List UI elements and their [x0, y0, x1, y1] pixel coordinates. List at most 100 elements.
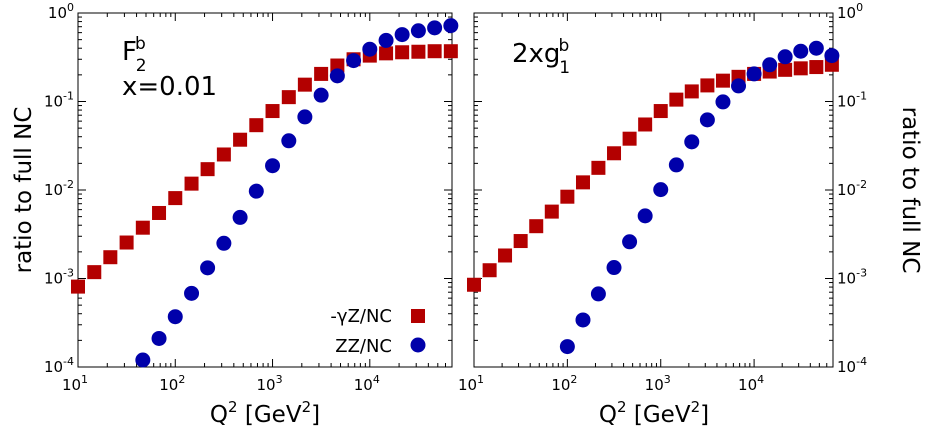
y-tick-label: 10-1	[837, 90, 867, 111]
x-tick-label: 104	[738, 373, 764, 394]
legend-label-zz: ZZ/NC	[335, 336, 392, 357]
data-point-zz	[167, 309, 183, 325]
data-point-gammaz	[498, 248, 513, 263]
data-point-gammaz	[71, 279, 85, 294]
data-point-zz	[248, 183, 264, 199]
data-point-gammaz	[233, 132, 248, 147]
data-point-gammaz	[216, 147, 231, 162]
data-point-zz	[265, 158, 281, 174]
panel-g1: 101 102 103 104 10-4 10-3 10-2 10-1 100 2xgb 1 ra…	[458, 1, 923, 428]
y-tick-label: 10-1	[44, 90, 74, 111]
x-axis-title-left: Q2 [GeV2]	[210, 398, 320, 428]
data-point-zz	[394, 27, 410, 43]
data-point-gammaz	[575, 175, 590, 190]
y-tick-label: 10-2	[837, 178, 867, 199]
x-axis-title-right: Q2 [GeV2]	[599, 398, 709, 428]
panel-label-2xg1: 2xgb 1	[512, 36, 570, 78]
ticks-right-panel: 101 102 103 104 10-4 10-3 10-2 10-1 100	[458, 1, 867, 394]
data-point-gammaz	[544, 204, 559, 219]
data-point-zz	[824, 48, 840, 64]
data-point-gammaz	[200, 162, 215, 177]
data-point-zz	[135, 352, 151, 368]
data-point-zz	[216, 235, 232, 251]
data-point-zz	[637, 208, 653, 224]
data-point-zz	[184, 285, 200, 301]
x-tick-label: 101	[458, 373, 484, 394]
panel-sublabel-x: x=0.01	[122, 72, 217, 102]
panel-label-f2: Fb 2	[122, 34, 147, 76]
data-point-zz	[777, 49, 793, 65]
data-point-zz	[232, 209, 248, 225]
y-tick-label: 100	[837, 1, 863, 22]
data-point-zz	[715, 94, 731, 110]
legend-label-gammaz: -γZ/NC	[330, 306, 392, 327]
y-tick-label: 10-3	[837, 267, 867, 288]
data-point-gammaz	[591, 160, 606, 175]
y-tick-label: 10-4	[44, 355, 74, 376]
data-point-gammaz	[395, 45, 410, 60]
data-point-gammaz	[87, 265, 102, 280]
x-tick-label: 103	[645, 373, 671, 394]
data-point-zz	[297, 109, 313, 125]
data-point-gammaz	[265, 104, 280, 119]
data-point-gammaz	[778, 62, 793, 77]
data-point-gammaz	[809, 60, 824, 75]
x-tick-label: 102	[159, 373, 185, 394]
data-point-zz	[313, 87, 329, 103]
y-axis-title-right: ratio to full NC	[897, 107, 923, 274]
data-point-zz	[668, 157, 684, 173]
data-point-gammaz	[314, 66, 329, 81]
data-point-gammaz	[684, 84, 699, 99]
data-point-gammaz	[135, 220, 150, 235]
data-point-gammaz	[715, 73, 730, 88]
data-point-zz	[281, 133, 297, 149]
series-layer-left	[71, 18, 459, 368]
data-point-gammaz	[184, 176, 199, 191]
data-point-gammaz	[379, 46, 394, 61]
y-tick-label: 10-2	[44, 178, 74, 199]
data-point-gammaz	[653, 104, 668, 119]
data-point-zz	[699, 112, 715, 128]
panel-f2: 101 102 103 104 10-4 10-3 10-2 10-1 100 Fb 2 x=0.…	[11, 1, 459, 428]
data-point-zz	[762, 57, 778, 73]
data-point-gammaz	[152, 205, 167, 220]
x-tick-label: 104	[354, 373, 380, 394]
data-point-gammaz	[467, 277, 481, 292]
data-point-zz	[653, 182, 669, 198]
legend-marker-circle	[410, 337, 426, 353]
data-point-gammaz	[793, 61, 808, 76]
data-point-zz	[622, 234, 638, 250]
data-point-gammaz	[119, 235, 134, 250]
data-point-gammaz	[168, 191, 183, 206]
data-point-gammaz	[443, 44, 458, 59]
data-point-gammaz	[249, 118, 264, 133]
data-point-zz	[427, 20, 443, 36]
data-point-zz	[200, 260, 216, 276]
data-point-zz	[575, 312, 591, 328]
data-point-gammaz	[607, 146, 622, 161]
x-tick-label: 102	[551, 373, 577, 394]
x-tick-label: 101	[62, 373, 88, 394]
data-point-gammaz	[281, 90, 296, 105]
data-point-gammaz	[330, 58, 345, 73]
data-point-gammaz	[529, 219, 544, 234]
data-point-zz	[346, 53, 362, 69]
data-point-gammaz	[560, 189, 575, 204]
data-point-gammaz	[482, 263, 497, 278]
y-tick-label: 100	[48, 1, 74, 22]
data-point-zz	[410, 23, 426, 39]
legend-marker-square	[411, 309, 425, 323]
data-point-gammaz	[297, 77, 312, 92]
data-point-zz	[746, 66, 762, 82]
data-point-gammaz	[669, 92, 684, 107]
series-layer-right	[467, 40, 840, 355]
data-point-gammaz	[638, 117, 653, 132]
data-point-zz	[606, 260, 622, 276]
data-point-zz	[808, 40, 824, 56]
data-point-zz	[443, 18, 459, 34]
data-point-zz	[793, 43, 809, 59]
data-point-gammaz	[103, 250, 118, 265]
data-point-zz	[559, 339, 575, 355]
legend: -γZ/NC ZZ/NC	[330, 306, 426, 357]
